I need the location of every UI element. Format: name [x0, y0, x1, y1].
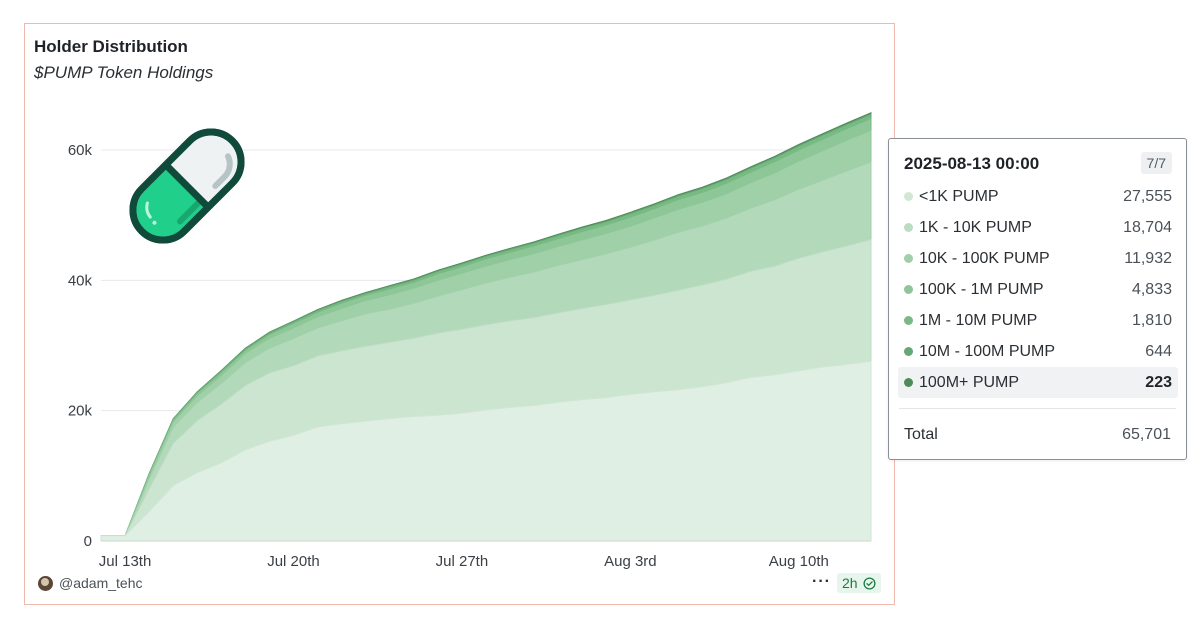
chart-title: Holder Distribution	[34, 37, 188, 56]
axes: 0 20k 40k 60k Jul 13th Jul 20th Jul 27th Aug 3r…	[68, 142, 871, 570]
author-link[interactable]: @adam_tehc	[38, 575, 142, 591]
series-color-dot	[904, 378, 913, 387]
series-color-dot	[904, 192, 913, 201]
tooltip-row: 1M - 10M PUMP 1,810	[898, 305, 1178, 336]
tooltip-series-label: 10M - 100M PUMP	[919, 342, 1056, 360]
tooltip-series-label: 1K - 10K PUMP	[919, 218, 1032, 236]
area-series	[100, 112, 872, 542]
tooltip-row: <1K PUMP 27,555	[898, 181, 1178, 212]
series-color-dot	[904, 254, 913, 263]
x-tick-label: Aug 3rd	[604, 553, 657, 570]
check-circle-icon	[863, 576, 876, 590]
tooltip-series-value: 644	[1145, 342, 1172, 360]
tooltip-series-label: 10K - 100K PUMP	[919, 249, 1050, 267]
y-tick-label: 60k	[68, 142, 93, 159]
tooltip-page-indicator: 7/7	[1140, 152, 1172, 174]
tooltip-series-value: 18,704	[1123, 218, 1172, 236]
avatar	[38, 575, 53, 591]
tooltip-series-label: 1M - 10M PUMP	[919, 311, 1038, 329]
x-tick-label: Jul 20th	[267, 553, 320, 570]
y-tick-label: 40k	[68, 272, 93, 289]
tooltip-total-value: 65,701	[1122, 426, 1171, 443]
area-series-1	[100, 360, 872, 542]
refresh-badge[interactable]: 2h	[837, 573, 881, 593]
tooltip-series-value: 27,555	[1123, 187, 1172, 205]
tooltip-date: 2025-08-13 00:00	[904, 154, 1040, 173]
tooltip-series-label: <1K PUMP	[919, 187, 999, 205]
chart-subtitle: $PUMP Token Holdings	[34, 63, 214, 82]
chart-tooltip: 2025-08-13 00:00 7/7 <1K PUMP 27,555 1K - …	[888, 138, 1187, 460]
series-color-dot	[904, 347, 913, 356]
tooltip-row: 1K - 10K PUMP 18,704	[898, 212, 1178, 243]
tooltip-series-label: 100K - 1M PUMP	[919, 280, 1044, 298]
refresh-age: 2h	[842, 575, 858, 591]
series-color-dot	[904, 285, 913, 294]
tooltip-row: 100M+ PUMP 223	[898, 367, 1178, 398]
tooltip-series-value: 1,810	[1131, 311, 1172, 329]
tooltip-divider	[899, 408, 1176, 409]
series-color-dot	[904, 316, 913, 325]
y-tick-label: 20k	[68, 403, 93, 420]
tooltip-total-label: Total	[904, 426, 938, 443]
x-tick-label: Jul 13th	[99, 553, 152, 570]
tooltip-rows: <1K PUMP 27,555 1K - 10K PUMP 18,704 10K - 1…	[898, 181, 1178, 398]
tooltip-series-value: 223	[1145, 373, 1172, 391]
series-color-dot	[904, 223, 913, 232]
tooltip-row: 10K - 100K PUMP 11,932	[898, 243, 1178, 274]
x-tick-label: Jul 27th	[436, 553, 489, 570]
more-options-button[interactable]: ···	[812, 573, 831, 590]
tooltip-row: 10M - 100M PUMP 644	[898, 336, 1178, 367]
author-name: @adam_tehc	[59, 575, 143, 591]
tooltip-series-value: 4,833	[1131, 280, 1172, 298]
tooltip-series-label: 100M+ PUMP	[919, 373, 1020, 391]
x-tick-label: Aug 10th	[769, 553, 829, 570]
tooltip-series-value: 11,932	[1124, 249, 1172, 267]
tooltip-row: 100K - 1M PUMP 4,833	[898, 274, 1178, 305]
y-tick-label: 0	[84, 533, 92, 550]
pill-icon	[129, 128, 245, 244]
